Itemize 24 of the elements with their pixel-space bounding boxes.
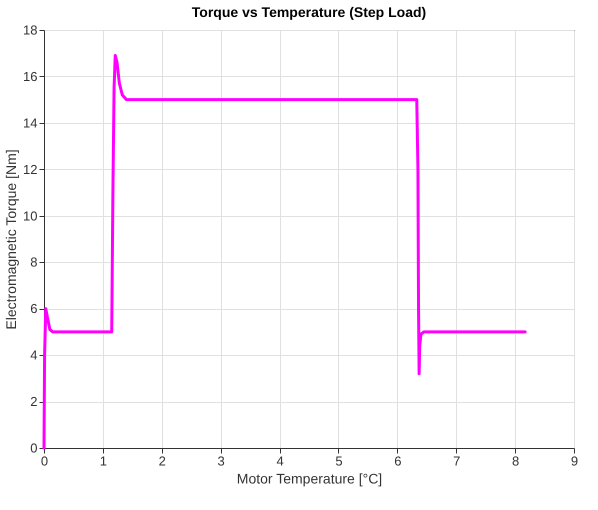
y-tick-label: 16 <box>23 68 38 84</box>
y-tick-label: 4 <box>30 348 38 363</box>
x-tick-label: 0 <box>40 454 48 468</box>
y-tick-label: 18 <box>23 22 38 38</box>
y-tick-label: 0 <box>30 440 38 456</box>
x-tick-label: 3 <box>218 454 225 468</box>
chart-title: Torque vs Temperature (Step Load) <box>192 4 426 20</box>
x-tick-label: 4 <box>276 454 284 468</box>
line-series <box>42 54 527 450</box>
y-tick-label: 8 <box>30 254 38 270</box>
y-tick-label: 14 <box>23 115 38 130</box>
y-tick-label: 6 <box>30 301 38 316</box>
x-tick-label: 7 <box>453 454 460 468</box>
x-tick-label: 2 <box>158 454 166 468</box>
y-tick-label: 10 <box>23 208 38 224</box>
x-tick-label: 6 <box>394 454 402 468</box>
x-tick-label: 1 <box>100 454 108 468</box>
x-tick-label: 5 <box>335 454 343 468</box>
x-tick-label: 8 <box>512 454 520 468</box>
y-axis-title: Electromagnetic Torque [Nm] <box>3 149 20 330</box>
x-axis-title: Motor Temperature [°C] <box>236 470 382 486</box>
y-tick-label: 2 <box>30 394 38 410</box>
y-tick-label: 12 <box>23 162 38 177</box>
x-tick-label: 9 <box>570 454 578 468</box>
